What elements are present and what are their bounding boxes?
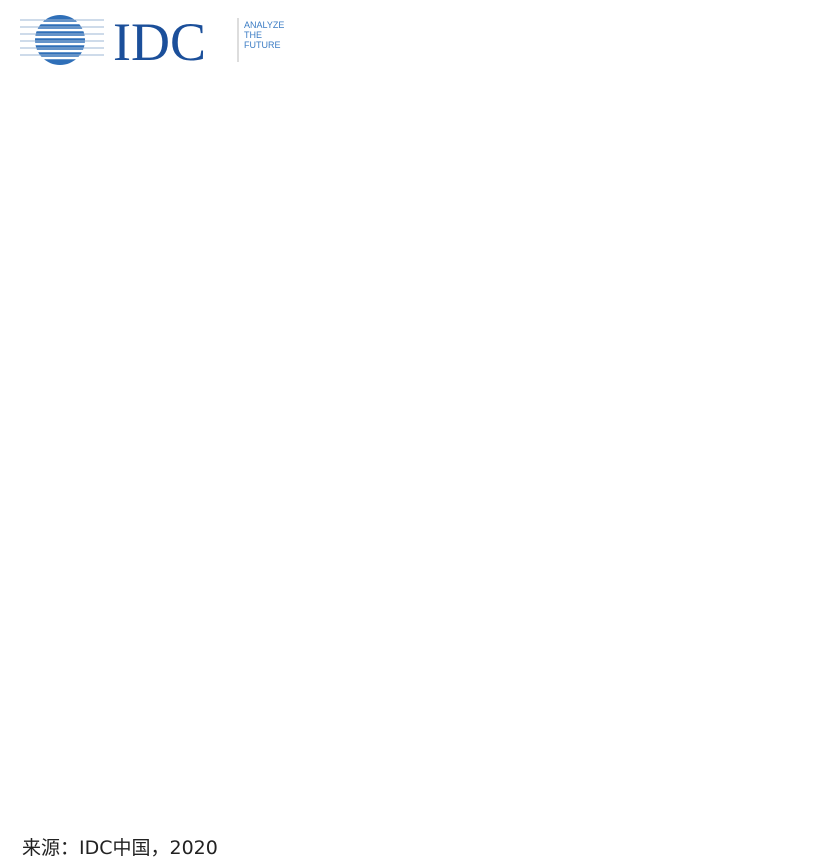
bubble-label: Company D	[629, 315, 703, 331]
logo-wordmark: IDC	[113, 12, 206, 70]
bubble-company-c[interactable]	[324, 108, 436, 220]
boundary-major-players	[544, 81, 805, 315]
bubble-label: Company H	[337, 235, 411, 251]
bubble-company-k[interactable]	[615, 516, 665, 566]
bubble-label: Company G	[231, 337, 306, 353]
bubble-company-b[interactable]	[606, 215, 688, 297]
trend-label: (=)	[608, 652, 626, 668]
bubble-company-n[interactable]	[109, 574, 147, 612]
bubble-label: Company C	[415, 96, 489, 112]
source-note: 来源：IDC中国，2020	[22, 837, 218, 859]
trend-label: (+)	[721, 529, 739, 545]
segment-label: Major Players	[691, 389, 783, 406]
trend-label: (+)	[365, 254, 383, 270]
bubble-label: Company N	[146, 549, 220, 565]
segment-label: Contenders	[705, 570, 783, 587]
logo-tagline-line: FUTURE	[244, 40, 281, 50]
trend-label: (+)	[657, 334, 675, 350]
trend-label: (=)	[589, 182, 607, 198]
trend-label: (+)	[257, 714, 275, 730]
bubble-company-f[interactable]	[463, 401, 531, 469]
trend-label: (-)	[176, 568, 190, 584]
bubble-company-e[interactable]	[373, 426, 485, 538]
bubble-label: Company A	[562, 163, 635, 179]
segment-boundaries	[120, 81, 805, 716]
logo-tagline-line: THE	[244, 30, 262, 40]
leader-line	[651, 149, 682, 177]
trend-label: (=)	[259, 356, 277, 372]
trend-label: (-)	[323, 540, 337, 556]
bubble-label: Company M	[228, 695, 303, 711]
bubble-company-g[interactable]	[135, 304, 217, 386]
bubble-company-h[interactable]	[251, 240, 329, 318]
bubble-label: Company K	[693, 510, 767, 526]
trend-label: (=)	[443, 115, 461, 131]
bubble-label: Company B	[703, 224, 776, 240]
boundary-contenders	[333, 81, 805, 520]
bubble-label: Company E	[293, 521, 366, 537]
bubble-company-m[interactable]	[99, 659, 211, 771]
leader-line	[641, 524, 691, 542]
leader-line	[519, 649, 576, 671]
leader-line	[499, 434, 556, 449]
bubble-company-i[interactable]	[304, 166, 344, 206]
bubble-company-j[interactable]	[287, 401, 353, 467]
bubble-company-d[interactable]	[501, 258, 613, 370]
trend-label: (=)	[226, 445, 244, 461]
trend-label: (-)	[270, 164, 284, 180]
bubble-company-a[interactable]	[652, 108, 710, 166]
segment-label: Leaders	[729, 181, 783, 198]
bubble-label: Company L	[581, 633, 653, 649]
trend-label: (-)	[733, 243, 747, 259]
segment-label: Participants	[705, 759, 783, 776]
bubble-label: Company F	[568, 443, 640, 459]
logo-tagline-line: ANALYZE	[244, 20, 284, 30]
leader-line	[651, 239, 701, 255]
logo-globe-icon	[18, 15, 108, 65]
bubble-label: Company J	[200, 426, 271, 442]
boundary-participants	[120, 81, 805, 716]
bubble-company-l[interactable]	[475, 632, 557, 714]
plot-frame	[14, 79, 806, 808]
trend-label: (+)	[595, 462, 613, 478]
bubble-label: Company I	[243, 145, 311, 161]
